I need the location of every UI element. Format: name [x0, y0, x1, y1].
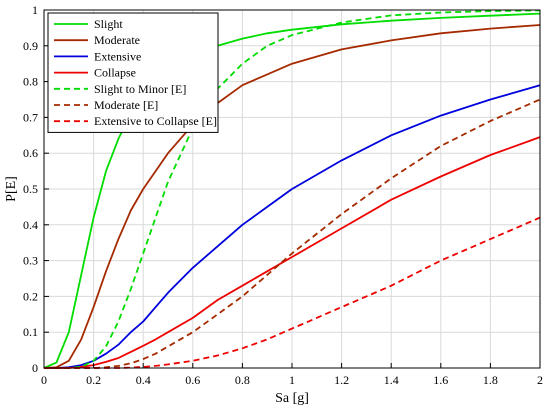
series-line-1: [43, 24, 541, 369]
series-line-4: [44, 9, 541, 369]
y-tick-label: 0.6: [23, 146, 38, 160]
x-tick-label: 1.8: [483, 373, 498, 387]
y-tick-label: 0.7: [23, 110, 38, 124]
x-tick-label: 0.6: [185, 373, 200, 387]
y-tick-label: 0.5: [23, 182, 38, 196]
y-tick-label: 0: [32, 361, 38, 375]
x-tick-label: 0: [41, 373, 47, 387]
y-tick-label: 0.1: [23, 325, 38, 339]
legend-label-4: Slight to Minor [E]: [94, 82, 186, 96]
legend-label-0: Slight: [94, 17, 123, 31]
legend-label-5: Moderate [E]: [94, 98, 158, 112]
y-tick-label: 0.4: [23, 218, 38, 232]
x-tick-label: 0.2: [86, 373, 101, 387]
y-tick-label: 1: [32, 3, 38, 17]
legend-label-3: Collapse: [94, 66, 136, 80]
y-tick-label: 0.9: [23, 39, 38, 53]
legend-label-1: Moderate: [94, 33, 140, 47]
y-tick-label: 0.8: [23, 75, 38, 89]
x-tick-label: 1: [289, 373, 295, 387]
y-axis-ticks: 0 0.1 0.2 0.3 0.4 0.5 0.6 0.7 0.8 0.9 1: [23, 3, 49, 375]
y-tick-label: 0.2: [23, 289, 38, 303]
x-tick-label: 0.8: [235, 373, 250, 387]
series-line-3: [44, 136, 541, 369]
legend: Slight Moderate Extensive Collapse Slight to…: [47, 12, 219, 133]
x-axis-ticks: 0 0.2 0.4 0.6 0.8 1 1.2 1.4 1.6 1.8 2: [41, 363, 543, 387]
x-tick-label: 1.2: [334, 373, 349, 387]
x-axis-label: Sa [g]: [275, 391, 309, 406]
y-tick-label: 0.3: [23, 254, 38, 268]
x-tick-label: 1.6: [433, 373, 448, 387]
y-axis-label: P[E]: [4, 176, 19, 202]
x-tick-label: 2: [537, 373, 543, 387]
series-line-2: [44, 84, 541, 369]
x-tick-label: 1.4: [384, 373, 399, 387]
x-tick-label: 0.4: [136, 373, 151, 387]
legend-label-2: Extensive: [94, 49, 141, 63]
legend-label-6: Extensive to Collapse [E]: [94, 114, 217, 128]
